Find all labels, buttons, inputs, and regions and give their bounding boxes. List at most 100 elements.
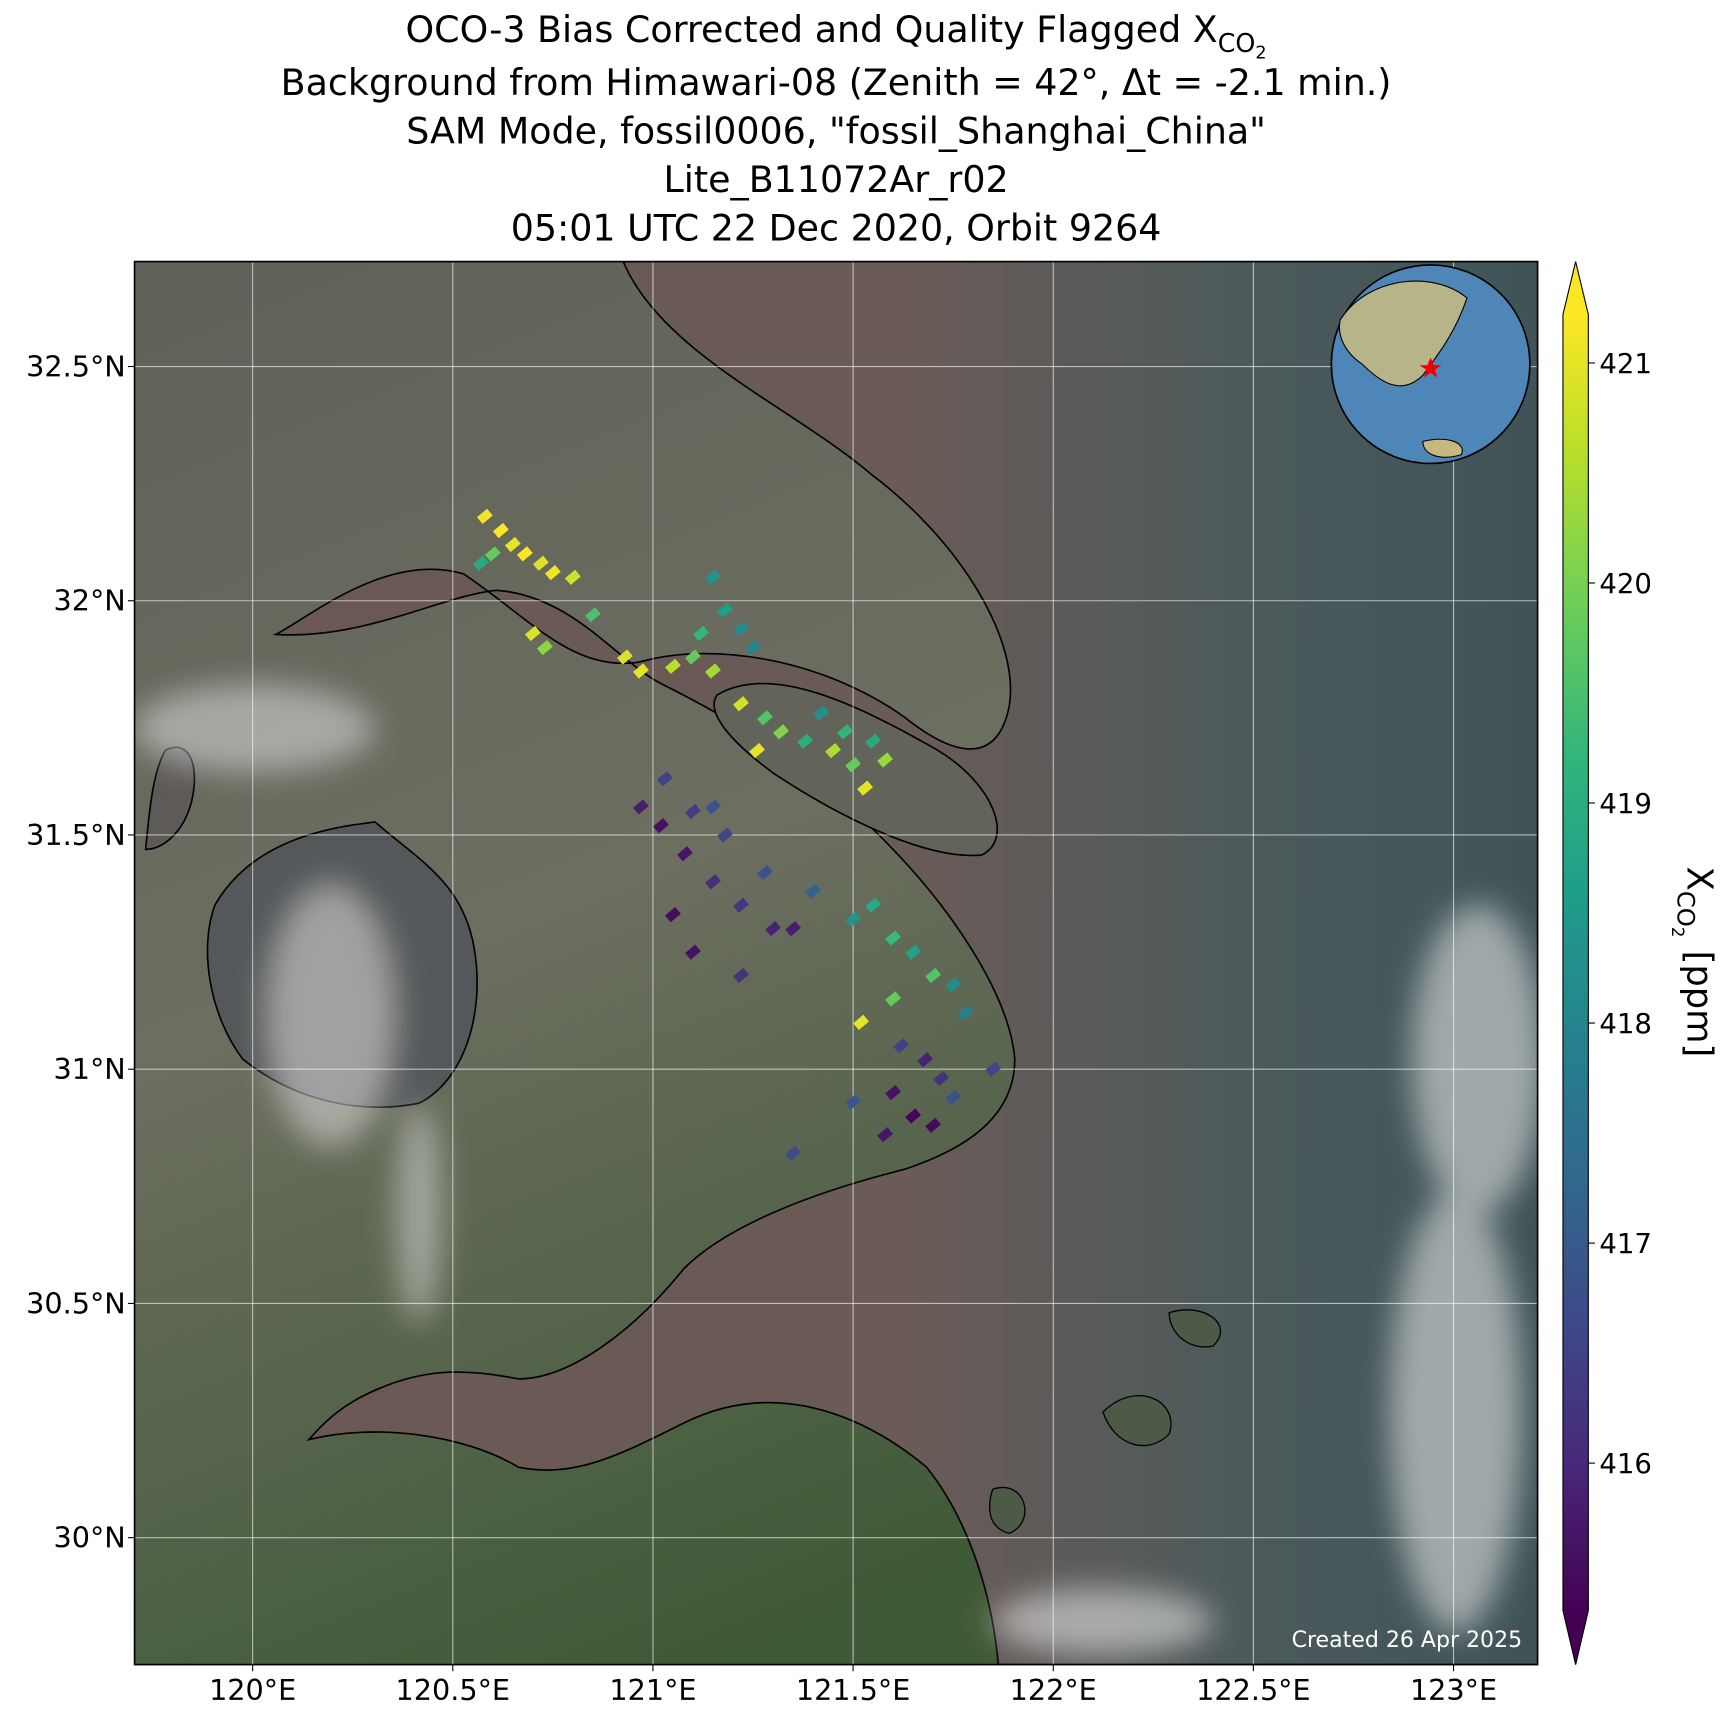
sounding [665, 658, 681, 674]
sounding [633, 799, 649, 815]
sounding [905, 944, 922, 960]
sounding [985, 1061, 1002, 1077]
y-tick-label: 32.5°N [26, 349, 126, 383]
colorbar-tick-label: 419 [1599, 787, 1652, 820]
sounding [837, 724, 853, 740]
colorbar-extend-max [1562, 261, 1589, 315]
sounding [797, 733, 813, 749]
sounding [785, 921, 801, 937]
colorbar-scale [1562, 314, 1589, 1611]
sounding [853, 1014, 870, 1030]
sounding [733, 897, 749, 913]
sounding [685, 944, 701, 960]
sounding [865, 733, 882, 749]
colorbar-outline [1562, 261, 1589, 1665]
colorbar: 416 417 418 419 420 421 [1562, 261, 1652, 1665]
sounding [765, 921, 781, 937]
colorbar-label-unit: [ppm] [1679, 951, 1720, 1058]
axes-frame [133, 260, 1539, 1666]
sounding [877, 1127, 894, 1143]
sounding [957, 1005, 974, 1021]
created-annotation: Created 26 Apr 2025 [1292, 1628, 1523, 1653]
x-tick-label: 120°E [209, 1673, 296, 1707]
sounding [813, 705, 829, 721]
sounding [885, 1084, 902, 1101]
sounding [757, 864, 773, 881]
sounding [845, 757, 861, 773]
sounding [665, 906, 681, 923]
subtitle: 05:01 UTC 22 Dec 2020, Orbit 9264 [511, 207, 1162, 250]
sounding [877, 752, 894, 768]
globe-land [1422, 438, 1463, 458]
chart-title: OCO-3 Bias Corrected and Quality Flagged… [406, 8, 1267, 64]
sounding [685, 803, 701, 820]
title-subscript: CO [1218, 28, 1256, 58]
sounding [733, 621, 749, 637]
sounding [757, 710, 773, 726]
x-tick-label: 122.5°E [1196, 1673, 1310, 1707]
sounding [749, 743, 765, 759]
sounding [925, 967, 942, 984]
grid [134, 261, 1538, 1665]
title-subscript: 2 [1255, 44, 1266, 64]
sounding [492, 522, 509, 539]
sounding [917, 1052, 934, 1068]
sounding [657, 771, 673, 787]
subtitle: Background from Himawari-08 (Zenith = 42… [281, 61, 1392, 104]
x-tick-label: 123°E [1410, 1673, 1497, 1707]
sounding [745, 639, 761, 656]
sounding [584, 607, 601, 623]
sounding [484, 546, 501, 562]
sounding [805, 883, 821, 899]
colorbar-extend-min [1562, 1610, 1589, 1665]
title-text: OCO-3 Bias Corrected and Quality Flagged… [406, 8, 1218, 51]
sounding [845, 911, 861, 927]
sounding [536, 639, 553, 656]
sounding [653, 817, 669, 834]
y-tick-label: 30.5°N [26, 1286, 126, 1320]
sounding [885, 930, 902, 946]
y-tick-label: 31°N [54, 1052, 126, 1086]
sea [272, 261, 1538, 1665]
soundings [472, 508, 1002, 1162]
sounding [693, 625, 709, 642]
colorbar-label-subscript: 2 [1668, 927, 1687, 938]
sounding [617, 649, 633, 665]
sounding [717, 827, 733, 843]
subtitle: Lite_B11072Ar_r02 [664, 158, 1009, 201]
sounding [825, 743, 841, 759]
sounding [476, 508, 493, 525]
sounding [504, 536, 521, 553]
sounding [905, 1108, 922, 1124]
sounding [564, 569, 581, 585]
subtitles: Background from Himawari-08 (Zenith = 42… [281, 61, 1392, 250]
clouds [134, 684, 1538, 1655]
sounding [733, 967, 749, 984]
sounding [773, 724, 789, 740]
y-tick-label: 32°N [54, 584, 126, 618]
colorbar-tick-label: 418 [1599, 1007, 1652, 1040]
sounding [685, 649, 701, 665]
sounding [705, 874, 721, 890]
sounding [717, 602, 733, 618]
sounding [785, 1145, 801, 1162]
sounding [933, 1070, 950, 1087]
sounding [516, 546, 533, 562]
colorbar-tick-label: 421 [1599, 347, 1652, 380]
sounding [705, 569, 721, 585]
sounding [472, 555, 489, 571]
sounding [945, 977, 962, 993]
sounding [945, 1089, 962, 1105]
sounding [845, 1094, 861, 1110]
colorbar-label-subscript: CO [1672, 891, 1701, 927]
y-tick-label: 31.5°N [26, 818, 126, 852]
sounding [677, 846, 693, 862]
islands [989, 1309, 1221, 1535]
sounding [865, 897, 882, 913]
sounding [857, 780, 874, 796]
x-tick-label: 122°E [1010, 1673, 1097, 1707]
location-star [1419, 357, 1442, 378]
sounding [733, 696, 749, 712]
globe-inset [1330, 264, 1531, 465]
